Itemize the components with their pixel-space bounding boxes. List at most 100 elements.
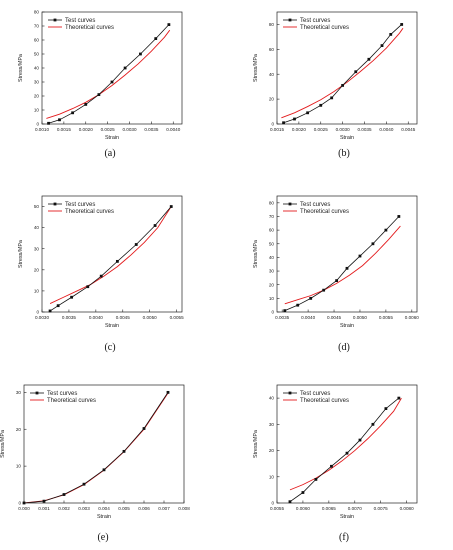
legend-label-theoretical: Theoretical curves (47, 398, 96, 404)
legend-marker-test (288, 18, 292, 22)
x-tick-label: 0.0065 (322, 506, 336, 511)
legend-label-theoretical: Theoretical curves (300, 209, 349, 215)
test-data-point (341, 84, 345, 87)
test-data-point (282, 121, 285, 125)
series-line-test (283, 24, 402, 124)
y-tick-label: 30 (269, 269, 275, 274)
test-data-point (110, 80, 114, 84)
y-tick-label: 0 (36, 122, 39, 127)
x-tick-label: 0.000 (18, 506, 30, 511)
test-data-point (330, 96, 334, 100)
y-axis-label: Stress/MPa (253, 430, 259, 458)
test-data-point (380, 44, 384, 47)
x-tick-label: 0.0050 (353, 315, 367, 320)
test-data-point (58, 118, 61, 122)
x-tick-label: 0.0070 (348, 506, 362, 511)
plot-frame (276, 384, 418, 504)
y-tick-label: 40 (269, 396, 275, 401)
x-tick-label: 0.0020 (292, 127, 306, 132)
test-data-point (99, 274, 103, 278)
test-data-point (345, 451, 349, 455)
x-axis-label: Strain (340, 135, 354, 141)
test-data-point (335, 279, 339, 283)
test-data-point (134, 243, 138, 246)
test-data-point (354, 70, 358, 74)
x-tick-label: 0.0055 (270, 506, 284, 511)
y-tick-label: 20 (16, 427, 22, 432)
y-tick-label: 10 (16, 464, 22, 469)
x-tick-label: 0.0040 (301, 315, 315, 320)
legend-label-theoretical: Theoretical curves (65, 209, 114, 215)
x-tick-label: 0.0040 (89, 315, 103, 320)
x-axis-label: Strain (105, 135, 119, 141)
test-data-point (71, 111, 75, 115)
y-tick-label: 10 (34, 289, 40, 294)
test-data-point (166, 390, 170, 394)
legend-label-theoretical: Theoretical curves (65, 25, 114, 31)
chart-panel-a: 0.0010 0.0015 0.0020 0.0025 0.0030 0.0035 0.00… (18, 10, 183, 159)
x-tick-label: 0.006 (138, 506, 150, 511)
test-data-point (48, 309, 52, 313)
test-data-point (306, 111, 310, 115)
test-data-point (42, 499, 46, 503)
test-data-point (22, 501, 26, 505)
x-tick-label: 0.0040 (379, 127, 393, 132)
x-tick-label: 0.0050 (143, 315, 157, 320)
x-tick-label: 0.0035 (144, 127, 158, 132)
x-tick-label: 0.0025 (314, 127, 328, 132)
x-tick-label: 0.008 (178, 506, 190, 511)
y-tick-label: 10 (269, 296, 275, 301)
x-tick-label: 0.0075 (374, 506, 388, 511)
y-tick-label: 60 (34, 38, 40, 43)
test-data-point (345, 266, 349, 270)
y-tick-label: 30 (16, 390, 22, 395)
test-data-point (293, 117, 296, 121)
y-tick-label: 70 (34, 24, 40, 29)
legend-marker-test (53, 18, 57, 22)
x-tick-label: 0.0080 (400, 506, 414, 511)
y-tick-label: 20 (34, 267, 40, 272)
test-data-point (397, 215, 401, 218)
series-line-theoretical (46, 29, 171, 119)
test-data-point (139, 52, 142, 56)
test-data-point (371, 242, 375, 246)
x-axis-label: Strain (97, 514, 111, 520)
test-data-point (86, 285, 90, 289)
test-data-point (142, 427, 146, 430)
x-tick-label: 0.0030 (336, 127, 350, 132)
test-data-point (367, 57, 371, 61)
test-data-point (56, 304, 60, 308)
y-tick-label: 0 (271, 501, 274, 506)
x-tick-label: 0.0045 (116, 315, 130, 320)
test-data-point (384, 228, 388, 232)
test-data-point (389, 33, 393, 36)
series-line-theoretical (49, 206, 172, 304)
y-tick-label: 80 (269, 22, 275, 27)
y-tick-label: 0 (271, 310, 274, 315)
test-data-point (400, 23, 404, 26)
y-tick-label: 60 (269, 228, 275, 233)
test-data-point (82, 482, 86, 486)
y-tick-label: 40 (269, 255, 275, 260)
y-tick-label: 20 (34, 94, 40, 99)
legend-label-theoretical: Theoretical curves (300, 398, 349, 404)
test-data-point (122, 449, 126, 453)
x-tick-label: 0.0020 (79, 127, 93, 132)
legend-marker-test (53, 202, 57, 206)
plot-frame (41, 195, 183, 313)
x-tick-label: 0.0015 (270, 127, 284, 132)
y-tick-label: 70 (269, 214, 275, 219)
x-tick-label: 0.001 (38, 506, 50, 511)
test-data-point (169, 205, 173, 208)
y-tick-label: 80 (34, 10, 40, 15)
test-data-point (301, 491, 305, 494)
series-line-test (284, 216, 400, 312)
test-data-point (70, 295, 74, 299)
y-tick-label: 60 (269, 47, 275, 52)
y-tick-label: 10 (269, 474, 275, 479)
x-tick-label: 0.004 (98, 506, 110, 511)
chart-panel-d: 0.0035 0.0040 0.0045 0.0050 0.0055 0.0060 0 10 2… (253, 195, 419, 353)
chart-panel-c: 0.0030 0.0035 0.0040 0.0045 0.0050 0.0055 0 10 2… (18, 195, 184, 353)
y-tick-label: 20 (269, 282, 275, 287)
